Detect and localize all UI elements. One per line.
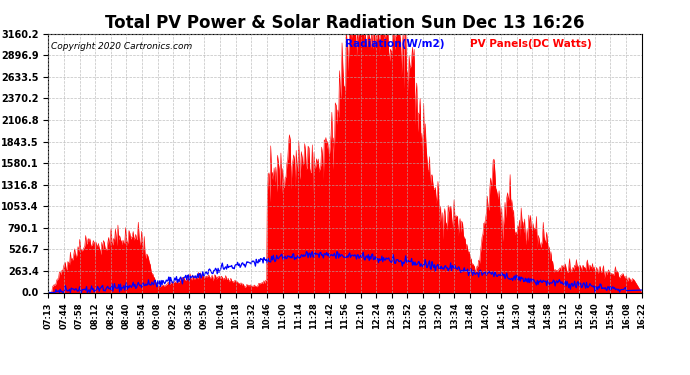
Text: Copyright 2020 Cartronics.com: Copyright 2020 Cartronics.com — [51, 42, 193, 51]
Text: PV Panels(DC Watts): PV Panels(DC Watts) — [470, 39, 591, 49]
Title: Total PV Power & Solar Radiation Sun Dec 13 16:26: Total PV Power & Solar Radiation Sun Dec… — [106, 14, 584, 32]
Text: Radiation(W/m2): Radiation(W/m2) — [345, 39, 444, 49]
